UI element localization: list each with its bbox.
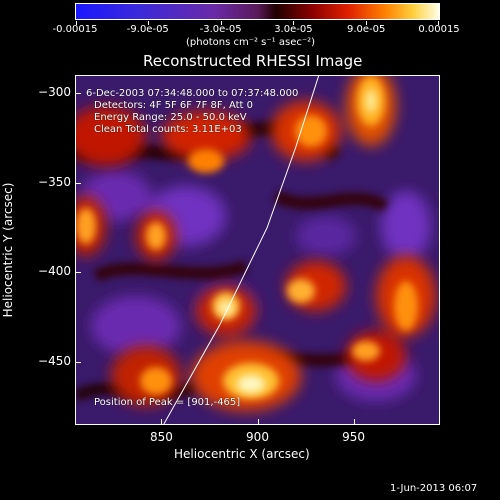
colorbar-tick bbox=[148, 21, 150, 25]
x-tick-mark bbox=[257, 419, 259, 424]
x-tick-mark bbox=[353, 419, 355, 424]
footer-timestamp: 1-Jun-2013 06:07 bbox=[390, 483, 478, 494]
colorbar-tick bbox=[293, 21, 295, 25]
y-axis-label: Heliocentric Y (arcsec) bbox=[1, 182, 15, 318]
colorbar-tick-label: 9.0e-05 bbox=[346, 24, 386, 35]
x-tick-label: 850 bbox=[149, 430, 173, 444]
detectors-annotation: Detectors: 4F 5F 6F 7F 8F, Att 0 bbox=[94, 100, 254, 111]
y-tick-mark bbox=[76, 92, 81, 94]
solar-limb-line bbox=[163, 76, 320, 424]
colorbar-tick bbox=[76, 21, 77, 25]
energy-range-annotation: Energy Range: 25.0 - 50.0 keV bbox=[94, 112, 247, 123]
y-tick-label: −300 bbox=[38, 84, 71, 99]
colorbar-tick-label: -3.0e-05 bbox=[199, 24, 242, 35]
y-tick-label: −450 bbox=[38, 354, 71, 369]
y-tick-mark bbox=[76, 182, 81, 184]
colorbar-tick bbox=[438, 21, 439, 25]
y-tick-mark bbox=[76, 272, 81, 274]
colorbar-tick-label: 3.0e-05 bbox=[274, 24, 313, 35]
y-tick-label: −400 bbox=[38, 264, 71, 279]
x-tick-label: 900 bbox=[246, 430, 269, 444]
y-tick-mark bbox=[76, 362, 81, 364]
y-tick-label: −350 bbox=[38, 174, 71, 189]
reconstructed-image bbox=[76, 76, 439, 424]
image-title: Reconstructed RHESSI Image bbox=[143, 52, 363, 70]
colorbar-tick-label: -0.00015 bbox=[52, 24, 98, 35]
colorbar-units-label: (photons cm⁻² s⁻¹ asec⁻²) bbox=[186, 37, 316, 48]
x-tick-mark bbox=[161, 419, 163, 424]
rhessi-image-plot: 6-Dec-2003 07:34:48.000 to 07:37:48.000 … bbox=[75, 75, 440, 425]
colorbar bbox=[75, 3, 440, 25]
time-range-annotation: 6-Dec-2003 07:34:48.000 to 07:37:48.000 bbox=[86, 88, 299, 99]
x-axis-label: Heliocentric X (arcsec) bbox=[174, 447, 310, 461]
method-annotation: Clean Total counts: 3.11E+03 bbox=[94, 124, 242, 135]
colorbar-tick-label: -9.0e-05 bbox=[126, 24, 169, 35]
colorbar-tick bbox=[220, 21, 222, 25]
colorbar-tick-label: 0.00015 bbox=[418, 24, 460, 35]
x-tick-label: 950 bbox=[342, 430, 365, 444]
colorbar-tick bbox=[365, 21, 367, 25]
colorbar-gradient bbox=[76, 4, 439, 19]
peak-position-annotation: Position of Peak = [901,-465] bbox=[94, 397, 241, 408]
